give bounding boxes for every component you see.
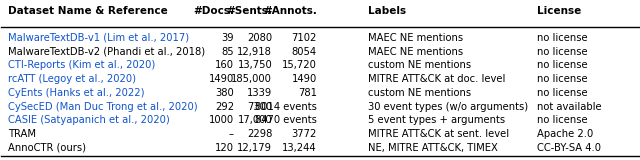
Text: 7300: 7300 xyxy=(247,102,272,112)
Text: TRAM: TRAM xyxy=(8,129,36,139)
Text: 12,918: 12,918 xyxy=(237,47,272,57)
Text: no license: no license xyxy=(537,60,588,70)
Text: 13,244: 13,244 xyxy=(282,143,317,153)
Text: 5 event types + arguments: 5 event types + arguments xyxy=(368,115,505,125)
Text: #Annots.: #Annots. xyxy=(263,6,317,16)
Text: custom NE mentions: custom NE mentions xyxy=(368,60,471,70)
Text: CASIE (Satyapanich et al., 2020): CASIE (Satyapanich et al., 2020) xyxy=(8,115,170,125)
Text: AnnoCTR (ours): AnnoCTR (ours) xyxy=(8,143,86,153)
Text: MAEC NE mentions: MAEC NE mentions xyxy=(368,33,463,43)
Text: 17,000: 17,000 xyxy=(237,115,272,125)
Text: 3772: 3772 xyxy=(291,129,317,139)
Text: 185,000: 185,000 xyxy=(231,74,272,84)
Text: MITRE ATT&CK at sent. level: MITRE ATT&CK at sent. level xyxy=(368,129,509,139)
Text: no license: no license xyxy=(537,74,588,84)
Text: 7102: 7102 xyxy=(291,33,317,43)
Text: NE, MITRE ATT&CK, TIMEX: NE, MITRE ATT&CK, TIMEX xyxy=(368,143,498,153)
Text: 292: 292 xyxy=(215,102,234,112)
Text: custom NE mentions: custom NE mentions xyxy=(368,88,471,98)
Text: 2298: 2298 xyxy=(247,129,272,139)
Text: –: – xyxy=(229,129,234,139)
Text: CySecED (Man Duc Trong et al., 2020): CySecED (Man Duc Trong et al., 2020) xyxy=(8,102,197,112)
Text: CyEnts (Hanks et al., 2022): CyEnts (Hanks et al., 2022) xyxy=(8,88,144,98)
Text: 39: 39 xyxy=(221,33,234,43)
Text: 8470 events: 8470 events xyxy=(255,115,317,125)
Text: CTI-Reports (Kim et al., 2020): CTI-Reports (Kim et al., 2020) xyxy=(8,60,155,70)
Text: #Sents.: #Sents. xyxy=(227,6,272,16)
Text: MAEC NE mentions: MAEC NE mentions xyxy=(368,47,463,57)
Text: 380: 380 xyxy=(215,88,234,98)
Text: no license: no license xyxy=(537,33,588,43)
Text: Dataset Name & Reference: Dataset Name & Reference xyxy=(8,6,168,16)
Text: 8054: 8054 xyxy=(292,47,317,57)
Text: 8014 events: 8014 events xyxy=(255,102,317,112)
Text: 781: 781 xyxy=(298,88,317,98)
Text: #Docs.: #Docs. xyxy=(193,6,234,16)
Text: no license: no license xyxy=(537,47,588,57)
Text: 30 event types (w/o arguments): 30 event types (w/o arguments) xyxy=(368,102,528,112)
Text: MalwareTextDB-v1 (Lim et al., 2017): MalwareTextDB-v1 (Lim et al., 2017) xyxy=(8,33,189,43)
Text: rcATT (Legoy et al., 2020): rcATT (Legoy et al., 2020) xyxy=(8,74,136,84)
Text: CC-BY-SA 4.0: CC-BY-SA 4.0 xyxy=(537,143,601,153)
Text: no license: no license xyxy=(537,88,588,98)
Text: no license: no license xyxy=(537,115,588,125)
Text: 1490: 1490 xyxy=(209,74,234,84)
Text: 1000: 1000 xyxy=(209,115,234,125)
Text: not available: not available xyxy=(537,102,602,112)
Text: MalwareTextDB-v2 (Phandi et al., 2018): MalwareTextDB-v2 (Phandi et al., 2018) xyxy=(8,47,205,57)
Text: 12,179: 12,179 xyxy=(237,143,272,153)
Text: MITRE ATT&CK at doc. level: MITRE ATT&CK at doc. level xyxy=(368,74,505,84)
Text: 1490: 1490 xyxy=(292,74,317,84)
Text: 2080: 2080 xyxy=(247,33,272,43)
Text: Apache 2.0: Apache 2.0 xyxy=(537,129,593,139)
Text: 160: 160 xyxy=(215,60,234,70)
Text: Labels: Labels xyxy=(368,6,406,16)
Text: 13,750: 13,750 xyxy=(237,60,272,70)
Text: 120: 120 xyxy=(215,143,234,153)
Text: 85: 85 xyxy=(221,47,234,57)
Text: 1339: 1339 xyxy=(247,88,272,98)
Text: License: License xyxy=(537,6,581,16)
Text: 15,720: 15,720 xyxy=(282,60,317,70)
